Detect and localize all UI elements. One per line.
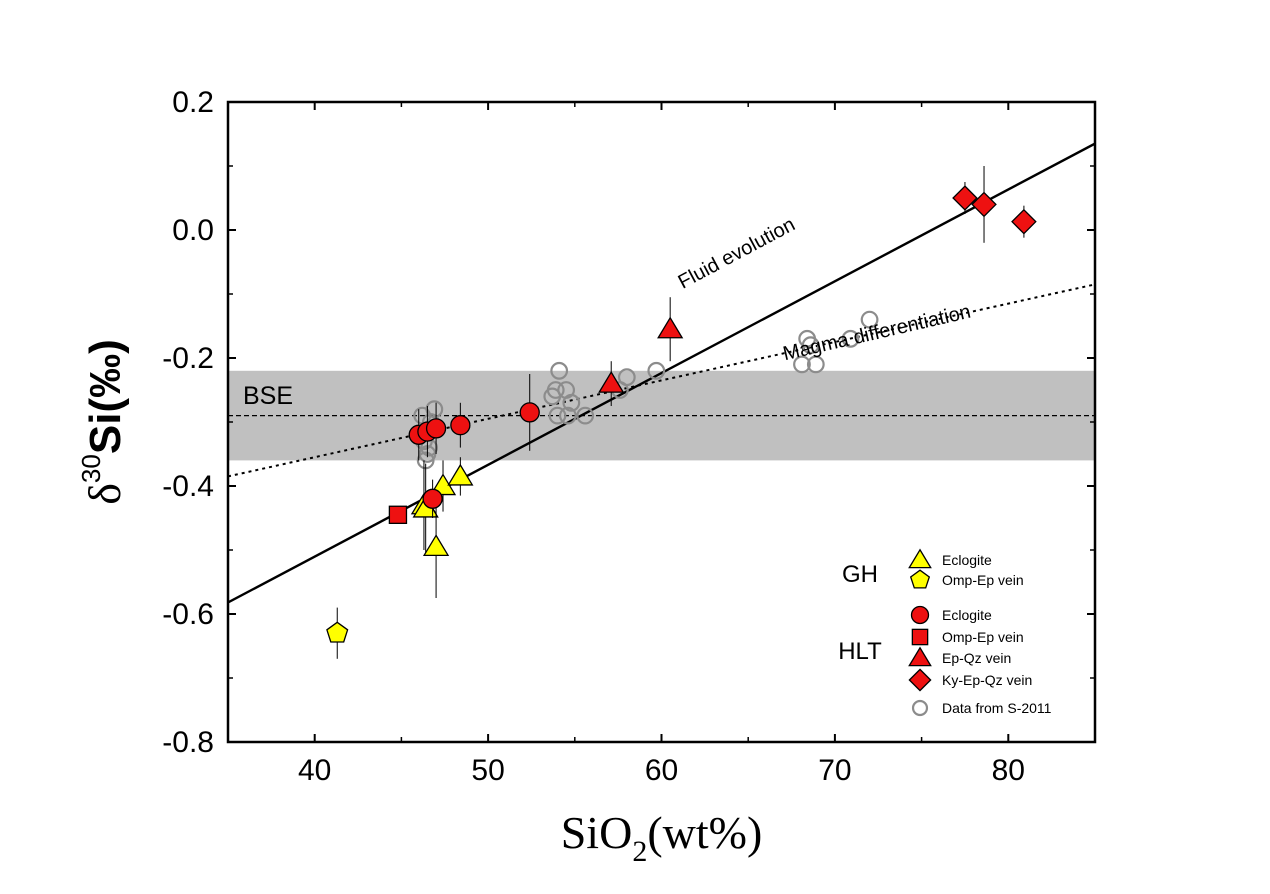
data-point-open-circle: [617, 368, 636, 387]
y-axis-title-sup: 30: [76, 454, 106, 483]
data-point-open-circle: [806, 355, 825, 374]
data-point-circle: [422, 488, 443, 509]
bse-band-layer: BSE: [228, 370, 1095, 461]
trend-lines-layer: [228, 142, 1095, 604]
legend: GH HLT Eclogite Omp-Ep vein Eclogite Omp-Ep v…: [838, 548, 1052, 717]
data-point-open-circle: [801, 336, 820, 355]
y-tick-label: -0.6: [162, 598, 214, 631]
data-point-triangle: [422, 534, 450, 556]
bse-label: BSE: [243, 382, 293, 410]
data-point-open-circle: [647, 361, 666, 380]
y-axis-title-delta: δ: [79, 483, 130, 505]
data-point-open-circle: [860, 310, 879, 329]
data-point-diamond: [1011, 208, 1037, 235]
legend-label: Omp-Ep vein: [942, 572, 1024, 588]
trend-line-label-0: Fluid evolution: [675, 214, 799, 294]
legend-group-label: HLT: [838, 638, 882, 665]
legend-marker-pentagon: [909, 569, 931, 589]
x-tick-label: 40: [298, 754, 331, 787]
trend-line-label-1: Magma differentiation: [781, 301, 973, 366]
trend-line-0: [228, 142, 1095, 604]
data-point-open-circle: [576, 406, 595, 425]
x-axis-title: SiO2(wt%): [561, 807, 763, 868]
data-point-diamond: [952, 185, 978, 211]
legend-marker-square: [911, 628, 929, 646]
data-point-open-circle: [562, 393, 581, 412]
y-tick-label: -0.8: [162, 726, 214, 759]
data-point-open-circle: [841, 329, 860, 348]
x-tick-label: 60: [645, 754, 678, 787]
data-points-layer: [326, 166, 1037, 659]
legend-marker-triangle: [908, 548, 932, 569]
trend-line-1: [228, 283, 1095, 478]
data-point-open-circle: [793, 355, 811, 374]
y-tick-label: 0.0: [172, 214, 214, 247]
x-axis-title-main: SiO: [561, 807, 633, 858]
x-tick-label: 80: [992, 754, 1025, 787]
legend-label: Ep-Qz vein: [942, 650, 1011, 666]
legend-marker-circle: [910, 605, 930, 625]
x-tick-label: 70: [818, 754, 851, 787]
y-tick-label: -0.2: [162, 342, 214, 375]
data-point-open-circle: [550, 361, 569, 380]
data-point-pentagon: [326, 621, 349, 643]
data-point-open-circle: [558, 406, 577, 425]
data-point-triangle: [447, 463, 474, 486]
legend-label: Data from S-2011: [942, 700, 1052, 716]
data-point-diamond: [971, 191, 997, 218]
data-point-circle: [519, 402, 540, 423]
data-point-triangle: [657, 316, 684, 339]
legend-marker-diamond: [908, 668, 932, 692]
data-point-circle: [425, 418, 447, 439]
data-point-triangle: [598, 370, 625, 393]
legend-label: Eclogite: [942, 552, 992, 568]
y-axis-title-rest: Si(‰): [81, 339, 130, 454]
x-axis-title-rest: (wt%): [647, 807, 762, 858]
legend-marker-open-circle: [911, 699, 929, 717]
x-axis-title-sub: 2: [632, 835, 647, 868]
y-tick-label: -0.4: [162, 470, 214, 503]
data-point-circle: [450, 415, 471, 436]
data-point-square: [388, 505, 408, 525]
data-point-open-circle: [546, 381, 565, 399]
legend-group-label: GH: [842, 561, 878, 588]
legend-marker-triangle: [908, 646, 932, 667]
legend-label: Ky-Ep-Qz vein: [942, 672, 1032, 688]
legend-label: Eclogite: [942, 607, 992, 623]
y-tick-label: 0.2: [172, 86, 214, 119]
x-tick-label: 50: [471, 754, 504, 787]
y-axis-title: δ30Si(‰): [76, 339, 130, 505]
data-point-open-circle: [548, 406, 567, 425]
legend-label: Omp-Ep vein: [942, 629, 1024, 645]
